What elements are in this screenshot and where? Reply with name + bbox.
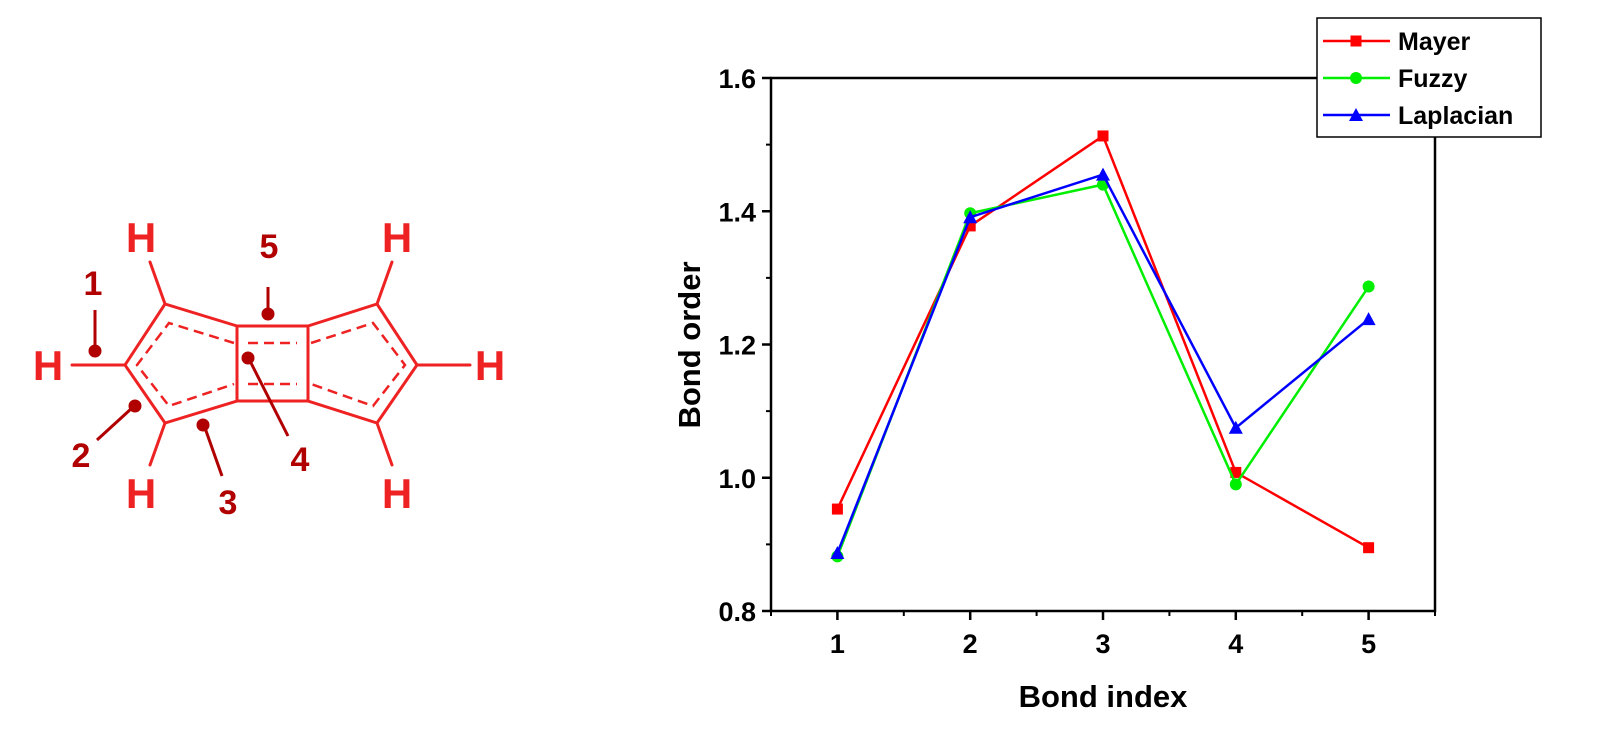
mayer-point <box>1230 466 1242 478</box>
left-ring <box>123 302 239 425</box>
molecule-delocalized-bonds <box>135 321 407 408</box>
mayer-point <box>831 503 843 515</box>
laplacian-point <box>830 546 845 560</box>
mayer-point <box>1363 542 1375 554</box>
y-tick-label: 1.6 <box>718 64 756 94</box>
x-tick-label: 5 <box>1361 629 1376 659</box>
x-tick-label: 4 <box>1228 629 1243 659</box>
bond-index-labels: 1 2 3 4 5 <box>72 228 310 522</box>
fuzzy-line <box>836 183 1370 557</box>
right-ring-dashes <box>310 321 407 408</box>
atom-label-h: H <box>126 214 156 261</box>
mayer-line <box>836 134 1370 549</box>
fuzzy-point <box>1229 478 1242 491</box>
y-tick-label: 0.8 <box>718 597 756 627</box>
laplacian-point <box>1228 420 1243 434</box>
legend-label: Mayer <box>1398 28 1471 56</box>
bond-label-4: 4 <box>291 441 310 479</box>
y-tick-label: 1.0 <box>718 464 756 494</box>
legend-entry-fuzzy: Fuzzy <box>1323 65 1468 93</box>
legend-marker <box>1349 108 1363 121</box>
bond-label-1: 1 <box>84 265 103 303</box>
mayer-point <box>964 220 976 232</box>
series-layer <box>830 130 1376 563</box>
right-ring <box>306 302 419 425</box>
x-axis-label: Bond index <box>1019 679 1189 714</box>
y-tick-label: 1.4 <box>718 197 756 227</box>
laplacian-point <box>963 210 978 224</box>
molecule-bonds <box>70 260 472 467</box>
legend-entry-laplacian: Laplacian <box>1323 102 1513 130</box>
series-laplacian <box>830 167 1376 560</box>
atom-label-h: H <box>126 470 156 517</box>
x-tick-label: 2 <box>963 629 978 659</box>
ch-bond-bottom-right <box>375 421 394 467</box>
series-mayer <box>831 130 1375 554</box>
ch-bond-top-left <box>148 260 167 306</box>
atom-label-h: H <box>382 214 412 261</box>
laplacian-point <box>1361 312 1376 326</box>
x-tick-label: 1 <box>830 629 845 659</box>
hydrogen-labels: H H H H H H <box>33 214 505 517</box>
ch-bond-bottom-left <box>148 421 167 467</box>
y-axis-ticks: 0.8 1.0 1.2 1.4 1.6 <box>718 64 771 627</box>
atom-label-h: H <box>475 342 505 389</box>
bond-label-3: 3 <box>219 484 238 522</box>
legend-marker <box>1350 35 1362 47</box>
plot-frame <box>769 76 1437 613</box>
x-axis-ticks: 1 2 3 4 5 <box>770 611 1436 659</box>
atom-label-h: H <box>33 342 63 389</box>
y-axis-label: Bond order <box>672 261 707 428</box>
legend-label: Fuzzy <box>1398 65 1468 93</box>
left-ring-dashes <box>135 321 235 408</box>
fuzzy-point <box>1362 280 1375 293</box>
bond-pointers <box>88 287 290 477</box>
bond-order-chart: 0.8 1.0 1.2 1.4 1.6 1 2 3 4 5 Bond index Bond or… <box>672 17 1542 714</box>
bond-label-2: 2 <box>72 437 91 475</box>
laplacian-point <box>1096 167 1110 181</box>
legend-entry-mayer: Mayer <box>1323 28 1471 56</box>
bond-label-5: 5 <box>260 228 279 266</box>
molecule-diagram: H H H H H H 1 2 3 4 5 <box>33 214 505 522</box>
legend-marker <box>1350 72 1362 84</box>
mayer-point <box>1097 130 1109 142</box>
x-tick-label: 3 <box>1095 629 1110 659</box>
legend-label: Laplacian <box>1398 102 1513 130</box>
legend: Mayer Fuzzy Laplacian <box>1316 17 1542 138</box>
ch-bond-top-right <box>375 260 394 306</box>
atom-label-h: H <box>382 470 412 517</box>
laplacian-line <box>836 173 1370 554</box>
y-tick-label: 1.2 <box>718 331 756 361</box>
